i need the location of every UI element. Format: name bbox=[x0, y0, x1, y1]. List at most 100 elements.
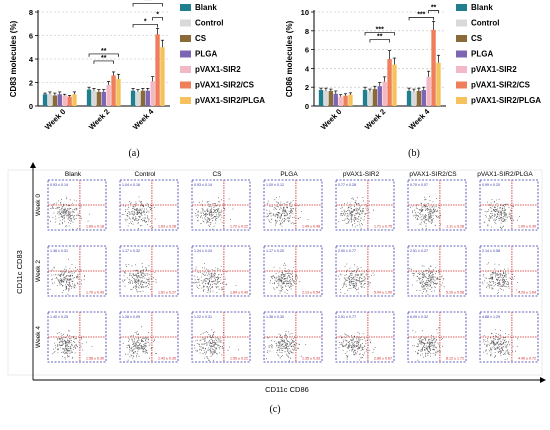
significance-label: *** bbox=[417, 11, 425, 18]
legend-swatch-blank bbox=[180, 4, 191, 11]
y-tick-label: 2 bbox=[305, 83, 309, 92]
bar-pvax1-sir2 bbox=[426, 76, 431, 106]
row-header: Week 0 bbox=[35, 194, 42, 216]
significance-label: *** bbox=[376, 27, 384, 34]
bar-blank bbox=[406, 90, 412, 106]
legend-label: pVAX1-SIR2/CS bbox=[195, 81, 255, 90]
y-tick-label: 8 bbox=[29, 8, 33, 17]
bar-cs bbox=[416, 90, 422, 106]
legend-label: pVAX1-SIR2/PLGA bbox=[471, 96, 541, 105]
dot-plot-cell: 2.14 ± 0.58 4.29 ± 1.64 bbox=[479, 245, 539, 297]
cd86-percentage-label: 1.63 ± 0.28 bbox=[158, 225, 176, 229]
cd83-percentage-label: 1.22 ± 0.31 bbox=[194, 315, 212, 319]
cd83-percentage-label: 6.09 ± 0.32 bbox=[410, 315, 428, 319]
bar-plga bbox=[57, 94, 62, 106]
panel-label: (a) bbox=[128, 148, 139, 159]
panel-b-cd86-bar-chart: 0 2 4 6 8 10 CD86 molecules (%) Week 0 Week 2 Wee… bbox=[285, 3, 541, 159]
y-axis-title: CD83 molecules (%) bbox=[9, 20, 18, 97]
significance-label: * bbox=[156, 11, 159, 18]
dot-plot-cell: 0.93 ± 0.14 1.72 ± 0.22 bbox=[191, 179, 251, 231]
significance-label: ** bbox=[377, 34, 383, 41]
column-header: pVAX1-SIR2/PLGA bbox=[477, 171, 533, 178]
legend-swatch-cs bbox=[180, 35, 191, 42]
flow-cytometry-dot-plot-icon bbox=[265, 196, 309, 227]
cd86-percentage-label: 1.49 ± 0.48 bbox=[302, 225, 320, 229]
cd83-percentage-label: 0.99 ± 0.20 bbox=[482, 183, 500, 187]
bar-blank bbox=[42, 94, 48, 106]
bar-pvax1-sir2-cs bbox=[67, 96, 72, 106]
y-tick-label: 0 bbox=[305, 102, 309, 111]
cd86-percentage-label: 1.70 ± 0.43 bbox=[86, 291, 104, 295]
legend-label: Control bbox=[195, 19, 223, 28]
y-tick-label: 6 bbox=[305, 46, 309, 55]
column-header: Control bbox=[135, 171, 157, 178]
column-header: Blank bbox=[65, 171, 82, 178]
legend-label: PLGA bbox=[471, 50, 493, 59]
column-header: CS bbox=[212, 171, 222, 178]
bar-pvax1-sir2 bbox=[338, 96, 343, 106]
cd83-percentage-label: 2.14 ± 0.58 bbox=[482, 249, 500, 253]
y-axis-title: CD86 molecules (%) bbox=[285, 20, 294, 97]
legend-swatch-pvax1-sir2-cs bbox=[456, 81, 467, 89]
dot-plot-cell: 2.51 ± 0.27 5.10 ± 0.58 bbox=[407, 245, 467, 297]
row-header: Week 2 bbox=[35, 260, 42, 282]
cd86-percentage-label: 4.29 ± 1.64 bbox=[518, 291, 536, 295]
panel-label: (b) bbox=[408, 148, 420, 159]
legend-label: CS bbox=[195, 34, 207, 43]
bar-blank bbox=[318, 90, 324, 106]
cd86-percentage-label: 2.13 ± 0.54 bbox=[302, 291, 320, 295]
legend-swatch-blank bbox=[456, 4, 467, 11]
significance-label: * bbox=[144, 18, 147, 25]
cd86-percentage-label: 1.11 ± 0.28 bbox=[446, 225, 464, 229]
bar-cs bbox=[372, 89, 378, 106]
flow-cytometry-dot-plot-icon bbox=[482, 329, 518, 360]
dot-plot-cell: 1.17 ± 0.32 1.61 ± 0.27 bbox=[119, 245, 179, 297]
dot-plot-cell: 0.93 ± 0.14 1.69 ± 0.18 bbox=[47, 179, 107, 231]
legend-swatch-pvax1-sir2 bbox=[180, 66, 191, 73]
x-tick-label: Week 4 bbox=[407, 106, 432, 131]
legend-swatch-pvax1-sir2-plga bbox=[180, 97, 191, 104]
y-tick-label: 2 bbox=[29, 79, 33, 88]
bar-pvax1-sir2-plga bbox=[436, 62, 441, 106]
bar-blank bbox=[130, 90, 136, 106]
significance-bracket bbox=[93, 60, 114, 64]
dot-plot-cell: 1.04 ± 0.16 1.63 ± 0.28 bbox=[119, 179, 179, 231]
bar-control bbox=[323, 90, 329, 106]
dot-plot-cell: 1.40 ± 0.25 1.58 ± 0.30 bbox=[47, 311, 107, 363]
cd86-percentage-label: 1.00 ± 0.30 bbox=[518, 225, 536, 229]
legend-swatch-cs bbox=[456, 35, 467, 42]
cd83-percentage-label: 1.38 ± 0.31 bbox=[50, 249, 68, 253]
cd86-percentage-label: 1.35 ± 0.33 bbox=[302, 357, 320, 361]
dot-plot-cell: 2.00 ± 0.77 5.04 ± 1.90 bbox=[335, 245, 395, 297]
cd83-percentage-label: 0.93 ± 0.14 bbox=[50, 183, 68, 187]
legend-swatch-pvax1-sir2 bbox=[456, 66, 467, 73]
cd86-percentage-label: 1.43 ± 0.35 bbox=[158, 357, 176, 361]
cd83-percentage-label: 1.24 ± 0.24 bbox=[194, 249, 212, 253]
y-tick-label: 0 bbox=[29, 102, 33, 111]
significance-bracket bbox=[369, 39, 390, 43]
legend-label: Control bbox=[471, 19, 499, 28]
cd83-percentage-label: 1.17 ± 0.32 bbox=[122, 249, 140, 253]
x-axis-arrow-head bbox=[540, 377, 546, 383]
bar-pvax1-sir2-cs bbox=[431, 29, 436, 106]
x-tick-label: Week 0 bbox=[319, 107, 344, 132]
legend-label: CS bbox=[471, 34, 483, 43]
legend-label: pVAX1-SIR2 bbox=[195, 65, 241, 74]
flow-cytometry-dot-plot-icon bbox=[49, 258, 85, 295]
legend-label: pVAX1-SIR2/CS bbox=[471, 81, 531, 90]
bar-pvax1-sir2-cs bbox=[111, 75, 116, 106]
bar-plga bbox=[333, 93, 338, 106]
dot-plot-cell: 4.88 ± 1.29 4.49 ± 0.72 bbox=[479, 311, 539, 363]
panel-c-flow-cytometry-grid: CD11c CD86 CD11c CD83 (c) Blank Control CS PLG… bbox=[7, 162, 546, 415]
cd83-percentage-label: 1.00 ± 0.12 bbox=[266, 183, 284, 187]
significance-bracket bbox=[408, 17, 434, 21]
legend-swatch-plga bbox=[180, 50, 191, 58]
bar-pvax1-sir2-plga bbox=[348, 94, 353, 106]
cd86-percentage-label: 1.58 ± 0.30 bbox=[86, 357, 104, 361]
dot-plot-cell: 0.99 ± 0.20 1.00 ± 0.30 bbox=[479, 179, 539, 231]
dot-plot-cell: 0.77 ± 0.28 1.71 ± 0.75 bbox=[335, 179, 395, 231]
cd83-percentage-label: 1.36 ± 0.30 bbox=[266, 315, 284, 319]
bar-control bbox=[47, 94, 53, 106]
bar-cs bbox=[52, 95, 58, 106]
